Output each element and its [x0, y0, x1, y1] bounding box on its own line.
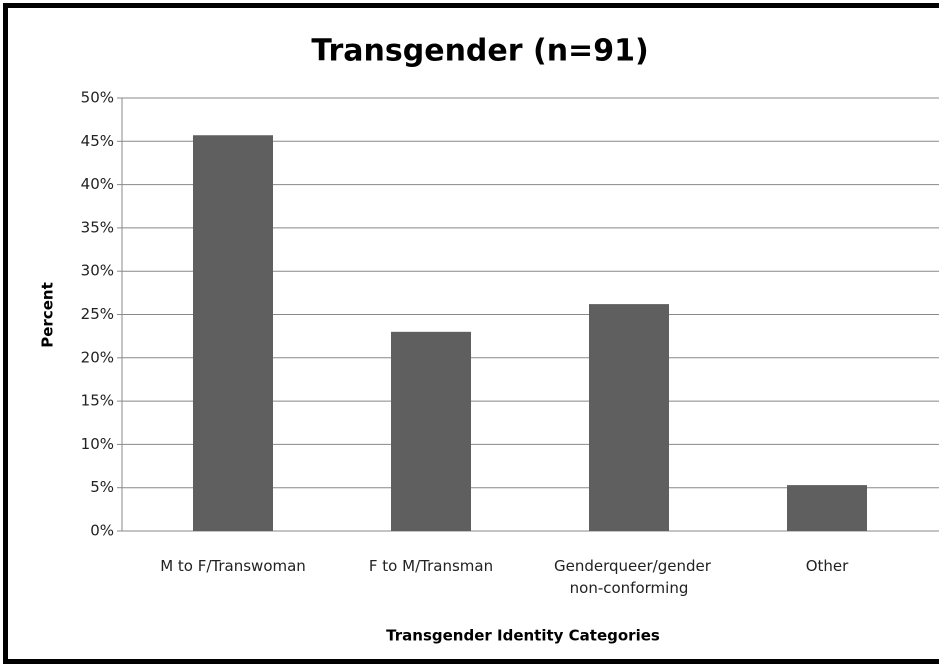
y-tick-label: 20% [81, 348, 114, 366]
y-tick-label: 40% [81, 175, 114, 193]
y-tick-label: 15% [81, 392, 114, 410]
y-tick-label: 0% [90, 522, 114, 540]
y-tick-label: 45% [81, 132, 114, 150]
bar [193, 135, 273, 531]
x-axis-title: Transgender Identity Categories [386, 627, 660, 645]
y-axis-title: Percent [39, 282, 57, 347]
x-tick-label: M to F/Transwoman [160, 557, 306, 575]
chart-title: Transgender (n=91) [311, 34, 648, 69]
bar [787, 485, 867, 531]
x-tick-label: F to M/Transman [368, 557, 494, 575]
y-tick-label: 10% [81, 435, 114, 453]
bar [391, 331, 471, 531]
x-tick-label: Genderqueer/gender non-conforming [554, 557, 711, 597]
y-tick-label: 35% [81, 218, 114, 236]
y-tick-label: 25% [81, 305, 114, 323]
bar [589, 304, 669, 531]
x-tick-label: Other [805, 557, 849, 575]
y-tick-label: 5% [90, 478, 114, 496]
y-tick-label: 30% [81, 262, 114, 280]
y-tick-label: 50% [81, 89, 114, 107]
chart-frame [3, 3, 939, 664]
